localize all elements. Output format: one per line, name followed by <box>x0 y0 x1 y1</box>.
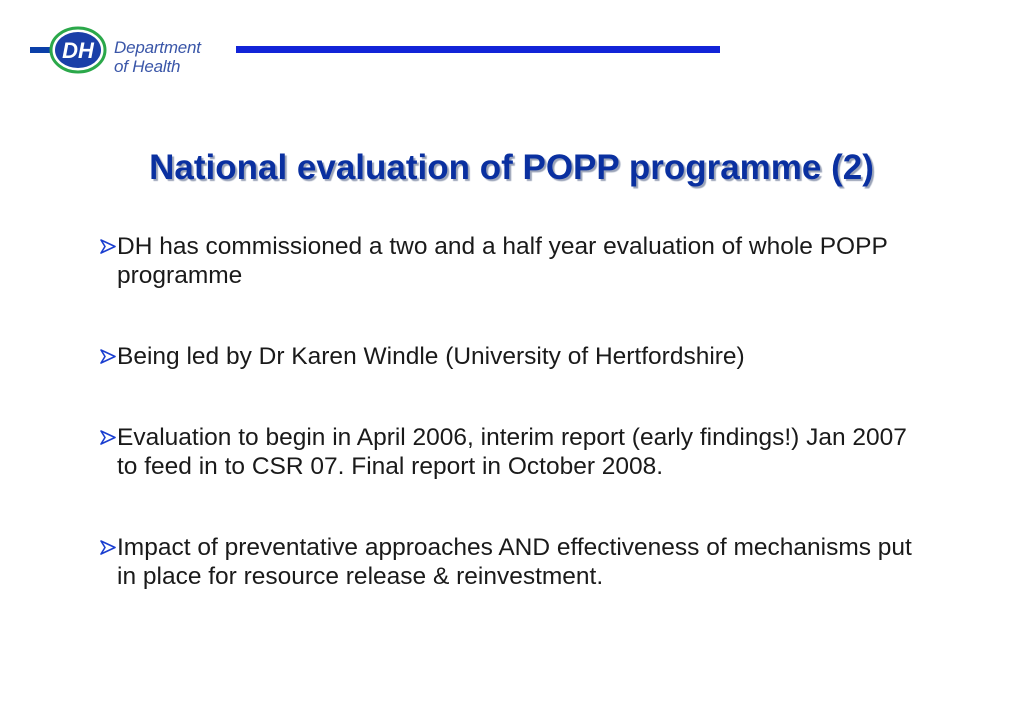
bullet-text: Being led by Dr Karen Windle (University… <box>117 343 745 370</box>
dh-badge-icon: DH <box>49 26 107 74</box>
arrow-bullet-icon <box>100 430 116 445</box>
bullet-item: Impact of preventative approaches AND ef… <box>100 533 930 591</box>
bullet-list: DH has commissioned a two and a half yea… <box>100 232 930 591</box>
arrow-bullet-icon <box>100 239 116 254</box>
bullet-text: DH has commissioned a two and a half yea… <box>117 233 888 289</box>
logo-bar <box>30 47 50 53</box>
arrow-bullet-icon <box>100 540 116 555</box>
logo-line-1: Department <box>114 38 201 57</box>
bullet-item: DH has commissioned a two and a half yea… <box>100 232 930 290</box>
slide-title: National evaluation of POPP programme (2… <box>149 148 874 187</box>
arrow-bullet-icon <box>100 349 116 364</box>
bullet-text: Impact of preventative approaches AND ef… <box>117 534 912 590</box>
header-rule <box>236 46 720 53</box>
bullet-text: Evaluation to begin in April 2006, inter… <box>117 424 907 480</box>
logo-line-2: of Health <box>114 57 181 76</box>
bullet-item: Being led by Dr Karen Windle (University… <box>100 342 930 371</box>
bullet-item: Evaluation to begin in April 2006, inter… <box>100 423 930 481</box>
department-of-health-logo: DH Department of Health <box>30 24 230 80</box>
logo-wordmark: Department of Health <box>114 38 201 76</box>
dh-badge-text: DH <box>62 38 95 63</box>
